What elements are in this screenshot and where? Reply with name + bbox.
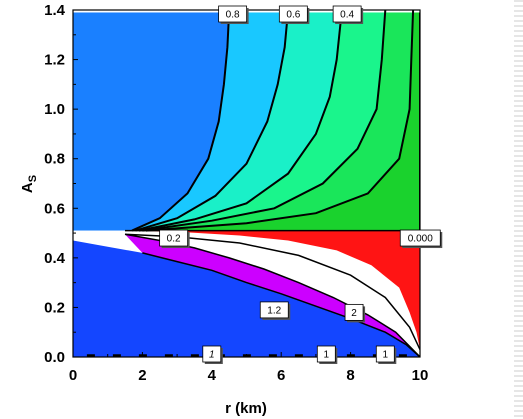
x-tick-label-10: 10 (412, 367, 429, 384)
white-wedge (156, 231, 420, 350)
y-tick-label-1.2: 1.2 (44, 52, 65, 69)
svg-text:2: 2 (351, 308, 357, 319)
contour-label-bottom-2: 1 (316, 345, 338, 364)
lower-contour-1-2 (142, 252, 420, 357)
svg-text:1.2: 1.2 (267, 305, 281, 316)
plot-area (73, 10, 420, 357)
svg-text:0.6: 0.6 (286, 10, 300, 21)
svg-text:AS: AS (19, 175, 39, 193)
x-tick-label-6: 6 (277, 367, 285, 384)
contour-label-bottom-1: 1 (202, 345, 223, 364)
y-tick-label-1.0: 1.0 (44, 101, 65, 118)
y-tick-label-1.4: 1.4 (44, 2, 66, 19)
x-axis-label: r (km) (225, 400, 267, 417)
x-tick-label-0: 0 (69, 367, 77, 384)
magenta-band (125, 234, 420, 357)
upper-band-6 (145, 10, 420, 231)
svg-text:1: 1 (324, 350, 330, 361)
contour-label-0.8: 0.8 (218, 5, 249, 24)
edge-strip (514, 0, 523, 419)
contour-label-0.4: 0.4 (332, 5, 364, 24)
y-tick-label-0.2: 0.2 (44, 299, 65, 316)
upper-contour-2 (135, 10, 290, 232)
contour-labels: 0.8 0.6 0.4 0.2 0.000 1.2 2 1 1 1 (159, 5, 443, 364)
upper-band-5 (142, 10, 414, 231)
upper-contour-4 (142, 10, 387, 232)
contour-label-0.2: 0.2 (159, 229, 190, 249)
upper-contour-5 (145, 10, 415, 232)
y-axis-label: AS (19, 175, 39, 193)
svg-text:0.000: 0.000 (408, 234, 433, 245)
svg-text:0.4: 0.4 (340, 10, 354, 21)
y-tick-label-0.6: 0.6 (44, 200, 65, 217)
y-axis-label-subscript: S (27, 175, 39, 182)
upper-band-4 (138, 10, 386, 231)
y-tick-label-0.0: 0.0 (44, 349, 65, 366)
contour-label-bottom-3: 1 (375, 345, 397, 364)
y-tick-label-0.4: 0.4 (44, 250, 66, 267)
svg-text:0.2: 0.2 (167, 234, 181, 245)
y-tick-label-0.8: 0.8 (44, 151, 65, 168)
upper-band-1 (73, 10, 230, 231)
upper-contour-3 (138, 10, 343, 232)
lower-blue-region (73, 240, 420, 357)
x-tick-label-2: 2 (138, 367, 146, 384)
x-tick-label-4: 4 (208, 367, 217, 384)
svg-text:1: 1 (383, 350, 389, 361)
contour-label-1.2: 1.2 (259, 301, 291, 320)
svg-text:0.8: 0.8 (226, 10, 240, 21)
upper-band-2 (132, 10, 289, 231)
contour-label-2: 2 (344, 303, 366, 323)
plot-frame: 0 2 4 6 8 10 0.0 0.2 0.4 0.6 0.8 1.0 1.2 1.4 (44, 2, 428, 384)
contour-label-0.000: 0.000 (399, 229, 443, 249)
svg-text:1: 1 (209, 350, 215, 361)
middle-gap (73, 230, 125, 241)
axes: r (km) AS (19, 175, 267, 417)
upper-band-3 (135, 10, 342, 231)
x-tick-label-8: 8 (346, 367, 354, 384)
y-axis-label-main: A (19, 182, 36, 193)
contour-label-0.6: 0.6 (278, 5, 310, 24)
upper-contour-1 (131, 10, 231, 232)
